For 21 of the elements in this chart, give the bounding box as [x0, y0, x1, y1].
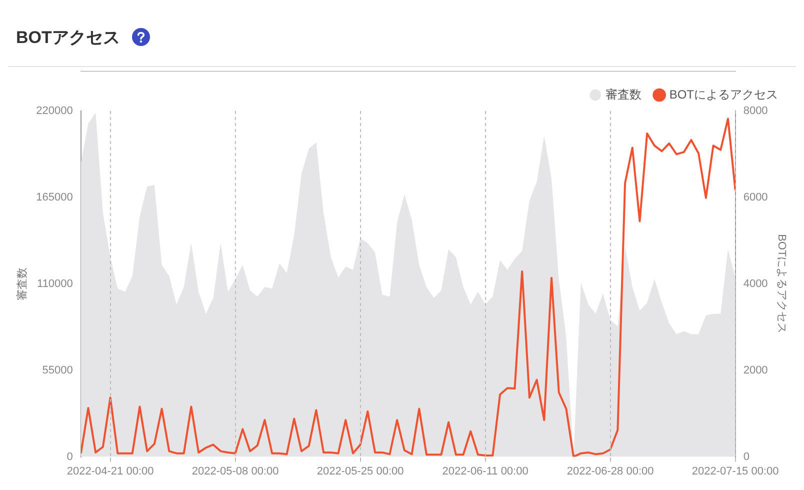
y2-tick-label: 6000 [743, 191, 768, 204]
x-tick-label: 2022-05-08 00:00 [192, 465, 279, 478]
y2-tick-label: 4000 [743, 278, 768, 290]
legend-label: BOTによるアクセス [669, 87, 778, 102]
x-tick-label: 2022-04-21 00:00 [66, 465, 154, 478]
y-tick-label: 220000 [36, 105, 73, 118]
x-tick-label: 2022-05-25 00:00 [316, 465, 404, 478]
legend-label: 審査数 [605, 87, 642, 102]
x-tick-label: 2022-06-28 00:00 [566, 465, 654, 478]
y2-tick-label: 0 [743, 450, 750, 463]
y-tick-label: 0 [66, 450, 73, 463]
y2-tick-label: 2000 [743, 364, 768, 376]
y2-axis-title: BOTによるアクセス [775, 234, 788, 334]
chart-title: BOTアクセス [16, 26, 120, 48]
y-axis-title: 審査数 [16, 267, 29, 300]
x-tick-label: 2022-06-11 00:00 [442, 465, 528, 478]
y2-tick-label: 8000 [743, 105, 768, 118]
x-tick-label: 2022-07-15 00:00 [692, 465, 779, 478]
y-tick-label: 165000 [36, 191, 73, 204]
y-tick-label: 110000 [37, 278, 73, 290]
y-tick-label: 55000 [42, 364, 73, 376]
